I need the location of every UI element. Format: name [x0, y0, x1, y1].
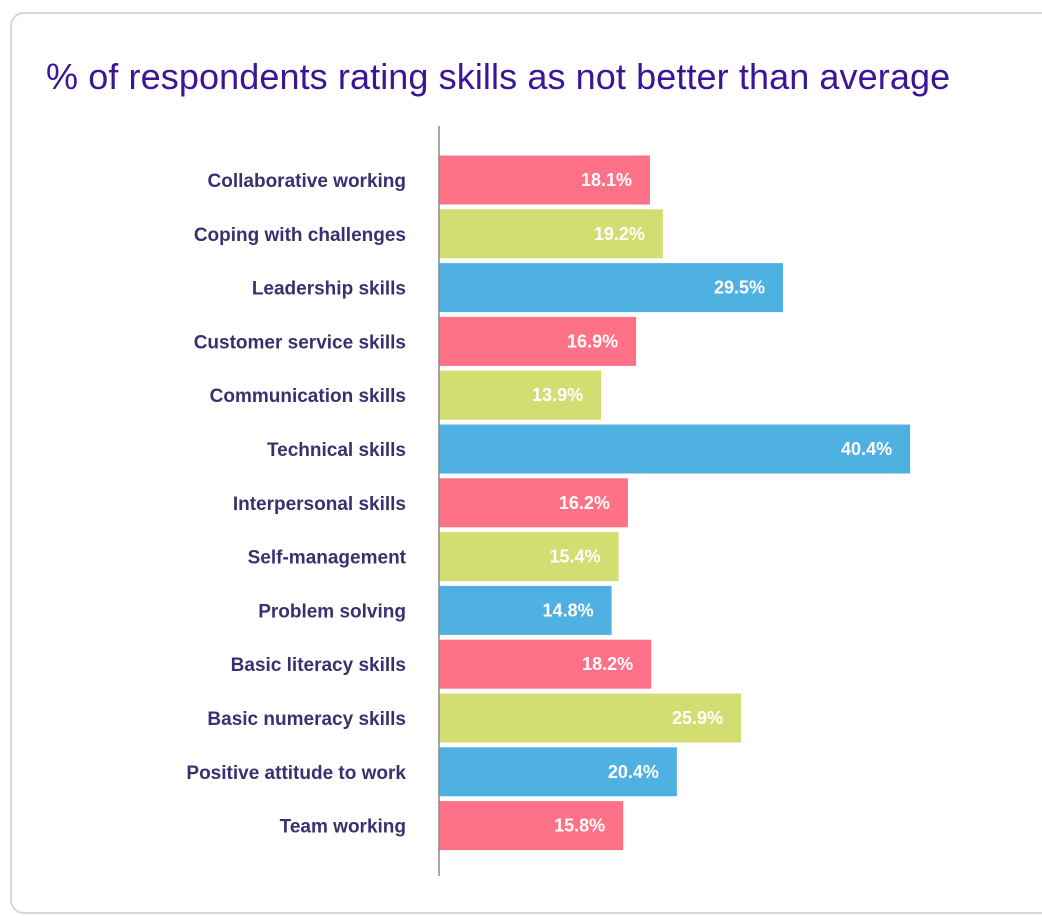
value-label: 20.4% [608, 762, 659, 782]
category-label: Basic literacy skills [231, 655, 406, 676]
bar [439, 747, 677, 797]
category-label: Leadership skills [252, 279, 406, 300]
category-label: Self-management [248, 548, 407, 569]
value-label: 15.8% [554, 816, 605, 836]
value-label: 25.9% [672, 708, 723, 728]
bar [439, 478, 628, 528]
category-label: Communication skills [210, 386, 406, 407]
value-label: 16.9% [567, 331, 618, 351]
value-label: 18.1% [581, 170, 632, 190]
value-label: 40.4% [841, 439, 892, 459]
value-label: 13.9% [532, 385, 583, 405]
bar [439, 585, 612, 635]
category-label: Positive attitude to work [186, 763, 406, 784]
value-label: 16.2% [559, 493, 610, 513]
category-label: Problem solving [258, 601, 406, 622]
value-label: 19.2% [594, 224, 645, 244]
category-label: Basic numeracy skills [207, 709, 406, 730]
category-label: Customer service skills [194, 332, 406, 353]
value-label: 14.8% [543, 600, 594, 620]
bar [439, 532, 619, 582]
chart-title: % of respondents rating skills as not be… [46, 56, 951, 97]
category-label: Collaborative working [208, 171, 406, 192]
category-label: Technical skills [267, 440, 406, 461]
value-label: 18.2% [582, 654, 633, 674]
bar [439, 801, 624, 851]
bar [439, 693, 741, 743]
value-label: 15.4% [550, 547, 601, 567]
category-label: Coping with challenges [194, 225, 406, 246]
bar [439, 639, 652, 689]
bar [439, 370, 602, 420]
bar [439, 316, 637, 366]
bar [439, 155, 650, 205]
bar [439, 424, 911, 474]
value-label: 29.5% [714, 278, 765, 298]
bar [439, 263, 783, 313]
category-label: Interpersonal skills [233, 494, 406, 515]
bar [439, 209, 663, 259]
category-label: Team working [280, 817, 406, 838]
